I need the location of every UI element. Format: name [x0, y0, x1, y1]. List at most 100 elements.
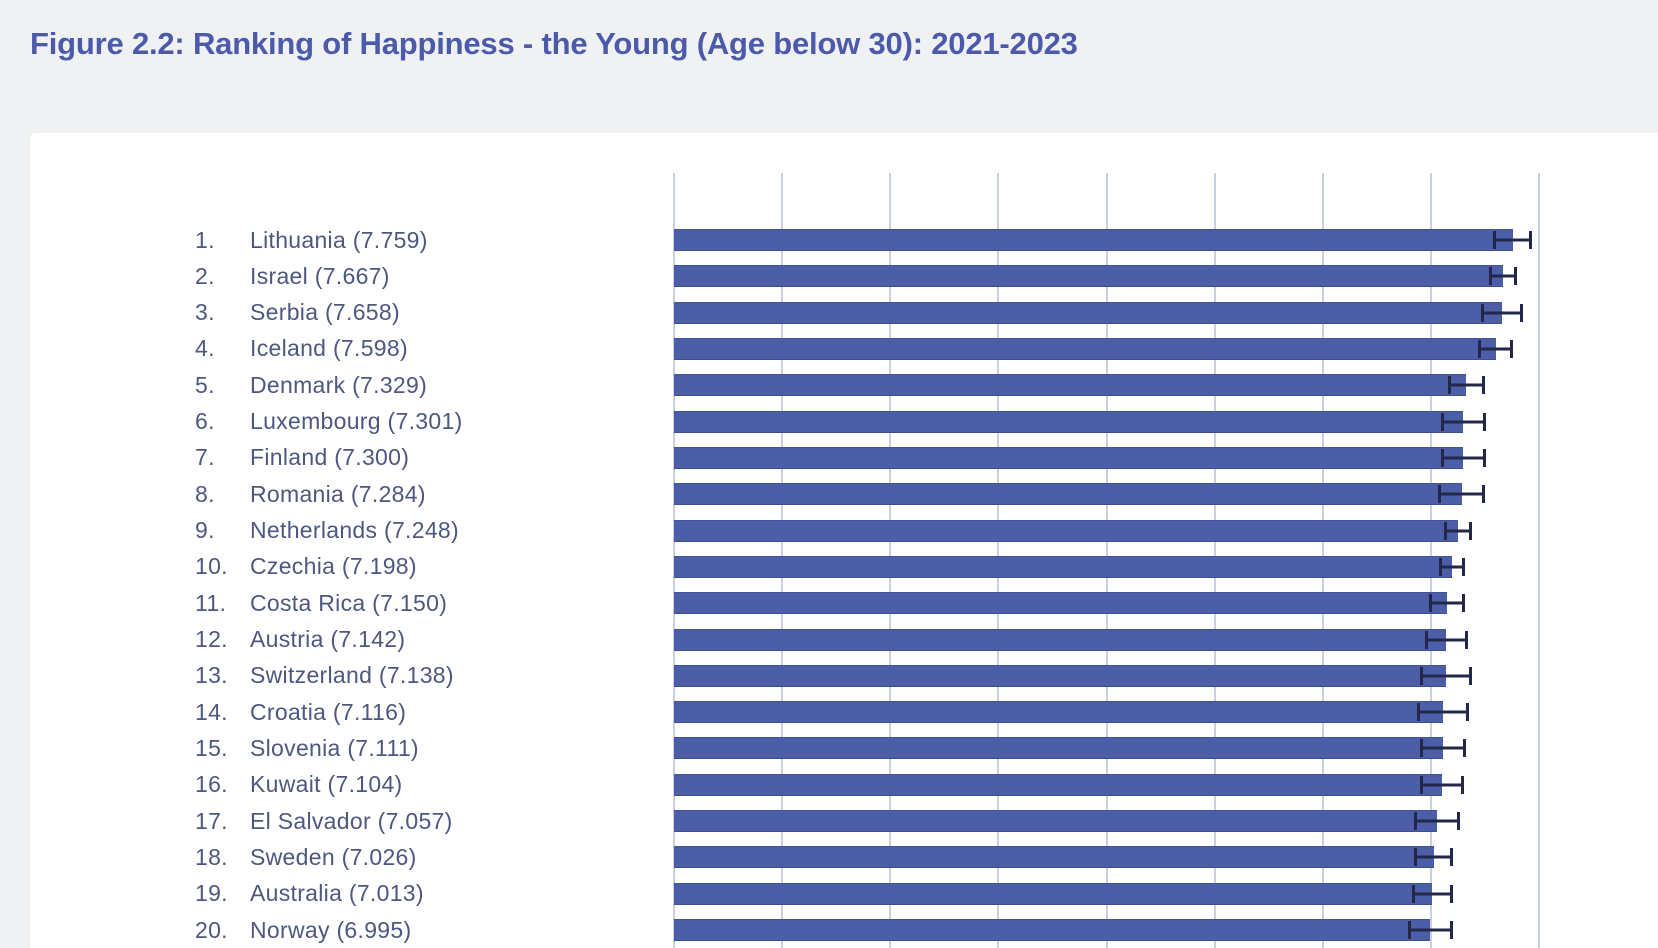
plot-area	[673, 173, 1658, 948]
error-bar-line	[1411, 892, 1453, 896]
error-bar-cap-right	[1468, 521, 1472, 540]
bar	[674, 592, 1448, 615]
error-bar	[1417, 703, 1470, 722]
rank-number: 13.	[195, 662, 228, 689]
error-bar-cap-left	[1411, 884, 1415, 903]
bar	[674, 664, 1446, 687]
error-bar-line	[1414, 819, 1460, 823]
rank-number: 12.	[195, 626, 228, 653]
gridline-x-8	[1538, 173, 1540, 948]
country-score-label: El Salvador (7.057)	[250, 807, 453, 834]
country-score-label: Slovenia (7.111)	[250, 734, 419, 761]
error-bar	[1443, 521, 1472, 540]
error-bar	[1411, 884, 1453, 903]
error-bar-line	[1420, 783, 1464, 787]
error-bar-cap-right	[1456, 812, 1460, 831]
country-score-label: Sweden (7.026)	[250, 843, 417, 870]
error-bar-cap-right	[1462, 557, 1466, 576]
chart-card: 1. Lithuania (7.759) 2. Israel (7.667) 3. Ser…	[30, 133, 1658, 948]
rank-number: 17.	[195, 807, 228, 834]
row-label: 7. Finland (7.300)	[195, 443, 665, 473]
figure-title: Figure 2.2: Ranking of Happiness - the Y…	[30, 26, 1078, 61]
error-bar-cap-left	[1417, 703, 1421, 722]
error-bar	[1439, 557, 1466, 576]
rank-number: 16.	[195, 771, 228, 798]
rank-number: 6.	[195, 408, 215, 435]
bar	[674, 737, 1443, 760]
row-label: 16. Kuwait (7.104)	[195, 770, 665, 800]
bar	[674, 229, 1513, 251]
error-bar-line	[1424, 638, 1468, 642]
error-bar-cap-right	[1462, 594, 1466, 613]
error-bar	[1428, 594, 1466, 613]
error-bar-cap-left	[1419, 666, 1423, 685]
error-bar	[1419, 666, 1472, 685]
bar	[674, 374, 1467, 397]
error-bar-line	[1437, 492, 1486, 496]
error-bar	[1437, 485, 1486, 504]
country-score-label: Serbia (7.658)	[250, 299, 400, 326]
error-bar	[1448, 376, 1485, 395]
row-label: 13. Switzerland (7.138)	[195, 661, 665, 691]
error-bar-line	[1414, 855, 1454, 859]
row-label: 5. Denmark (7.329)	[195, 370, 665, 400]
rank-number: 7.	[195, 444, 215, 471]
error-bar-cap-right	[1450, 921, 1454, 940]
country-score-label: Lithuania (7.759)	[250, 226, 428, 253]
rank-number: 10.	[195, 553, 228, 580]
error-bar-cap-right	[1509, 339, 1513, 358]
error-bar-line	[1420, 746, 1466, 750]
error-bar	[1440, 448, 1486, 467]
error-bar	[1420, 775, 1464, 794]
country-score-label: Romania (7.284)	[250, 480, 426, 507]
error-bar-cap-left	[1448, 376, 1452, 395]
error-bar-cap-left	[1420, 739, 1424, 758]
bar	[674, 919, 1431, 942]
error-bar	[1424, 630, 1468, 649]
error-bar-line	[1417, 710, 1470, 714]
row-label: 9. Netherlands (7.248)	[195, 516, 665, 546]
bar	[674, 555, 1453, 578]
error-bar-cap-right	[1462, 739, 1466, 758]
error-bar-cap-left	[1437, 485, 1441, 504]
row-label: 12. Austria (7.142)	[195, 625, 665, 655]
row-label: 11. Costa Rica (7.150)	[195, 588, 665, 618]
error-bar-cap-right	[1519, 303, 1523, 322]
error-bar	[1488, 267, 1518, 286]
error-bar-cap-right	[1466, 703, 1470, 722]
bar	[674, 882, 1433, 905]
country-score-label: Luxembourg (7.301)	[250, 408, 463, 435]
bar	[674, 810, 1438, 833]
rank-number: 14.	[195, 698, 228, 725]
error-bar-line	[1440, 420, 1487, 424]
error-bar-cap-left	[1420, 775, 1424, 794]
row-label: 19. Australia (7.013)	[195, 879, 665, 909]
row-label: 10. Czechia (7.198)	[195, 552, 665, 582]
country-score-label: Finland (7.300)	[250, 444, 410, 471]
row-label: 14. Croatia (7.116)	[195, 697, 665, 727]
row-label: 18. Sweden (7.026)	[195, 842, 665, 872]
error-bar-cap-left	[1439, 557, 1443, 576]
rank-number: 4.	[195, 335, 215, 362]
error-bar	[1414, 848, 1454, 867]
error-bar-cap-left	[1424, 630, 1428, 649]
country-score-label: Iceland (7.598)	[250, 335, 408, 362]
bar	[674, 519, 1458, 542]
rank-number: 8.	[195, 480, 215, 507]
error-bar-cap-right	[1468, 666, 1472, 685]
country-score-label: Norway (6.995)	[250, 916, 412, 943]
error-bar-cap-right	[1450, 848, 1454, 867]
bar	[674, 773, 1443, 796]
bar	[674, 846, 1434, 869]
error-bar-line	[1481, 311, 1523, 315]
country-score-label: Czechia (7.198)	[250, 553, 417, 580]
error-bar	[1414, 812, 1460, 831]
error-bar-cap-right	[1464, 630, 1468, 649]
row-label: 4. Iceland (7.598)	[195, 334, 665, 364]
bar	[674, 628, 1447, 651]
country-score-label: Netherlands (7.248)	[250, 517, 459, 544]
bar	[674, 701, 1444, 724]
bar	[674, 301, 1503, 324]
error-bar-cap-left	[1428, 594, 1432, 613]
